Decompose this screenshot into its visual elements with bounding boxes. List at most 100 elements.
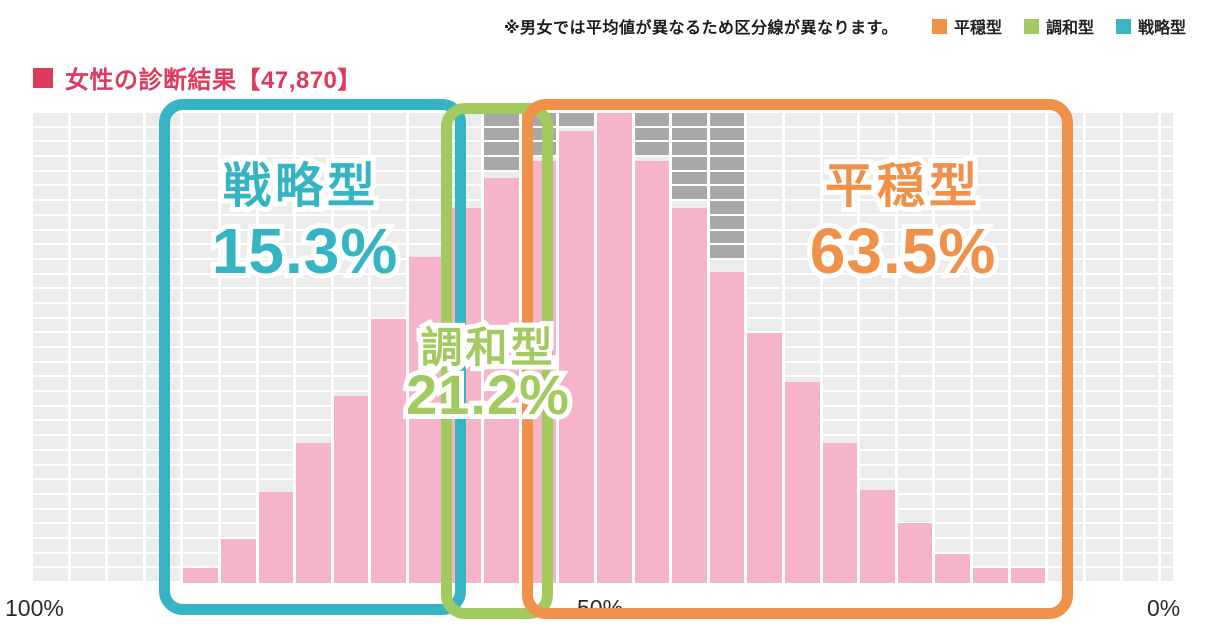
grid-cell — [70, 127, 106, 141]
grid-cell — [822, 421, 858, 435]
grid-cell — [145, 113, 181, 126]
grid-cell — [1161, 171, 1173, 185]
grid-cell — [108, 539, 143, 552]
grid-cell — [409, 113, 444, 126]
grid-cell — [1161, 524, 1173, 537]
grid-cell — [145, 421, 181, 435]
grid-cell — [973, 450, 1008, 464]
grid-cell — [1161, 377, 1173, 391]
grid-cell — [1010, 259, 1046, 273]
grid-cell — [145, 494, 181, 508]
overflow-cell — [672, 142, 707, 156]
grid-cell — [1123, 348, 1158, 361]
grid-cell — [183, 362, 218, 376]
grid-cell — [108, 333, 143, 347]
grid-cell — [183, 333, 218, 347]
grid-cell — [897, 436, 933, 449]
grid-cell — [1048, 157, 1083, 170]
grid-cell — [70, 259, 106, 273]
grid-cell — [935, 289, 970, 302]
grid-cell — [1048, 289, 1083, 302]
grid-cell — [33, 568, 68, 582]
grid-cell — [973, 289, 1008, 302]
grid-cell — [1048, 421, 1083, 435]
grid-cell — [371, 289, 406, 302]
grid-cell — [935, 436, 970, 449]
grid-cell — [221, 348, 256, 361]
grid-cell — [145, 142, 181, 156]
grid-cell — [897, 480, 933, 493]
grid-cell — [935, 494, 970, 508]
grid-cell — [70, 186, 106, 200]
grid-cell — [1085, 171, 1121, 185]
grid-cell — [33, 362, 68, 376]
grid-cell — [935, 450, 970, 464]
histogram-bar — [371, 318, 406, 583]
legend-label: 平穏型 — [953, 20, 1002, 37]
grid-cell — [897, 127, 933, 141]
grid-cell — [1085, 274, 1121, 288]
grid-cell — [258, 348, 294, 361]
grid-cell — [333, 362, 369, 376]
grid-cell — [1161, 436, 1173, 449]
grid-cell — [145, 348, 181, 361]
histogram-bar — [597, 113, 632, 583]
grid-cell — [108, 289, 143, 302]
grid-cell — [1123, 186, 1158, 200]
grid-cell — [258, 436, 294, 449]
grid-cell — [1048, 524, 1083, 537]
grid-cell — [1123, 436, 1158, 449]
grid-cell — [409, 186, 444, 200]
grid-cell — [860, 289, 895, 302]
grid-cell — [1085, 230, 1121, 244]
grid-cell — [897, 333, 933, 347]
grid-cell — [1010, 333, 1046, 347]
overflow-cell — [672, 127, 707, 141]
grid-column — [1010, 113, 1046, 583]
grid-cell — [33, 230, 68, 244]
grid-cell — [108, 568, 143, 582]
grid-cell — [70, 377, 106, 391]
grid-cell — [221, 289, 256, 302]
grid-cell — [258, 406, 294, 420]
grid-cell — [145, 215, 181, 229]
grid-cell — [145, 450, 181, 464]
grid-cell — [1161, 348, 1173, 361]
grid-cell — [221, 494, 256, 508]
grid-cell — [258, 392, 294, 405]
grid-column — [183, 113, 218, 583]
grid-cell — [296, 318, 331, 332]
grid-cell — [145, 230, 181, 244]
grid-cell — [1123, 318, 1158, 332]
grid-cell — [371, 113, 406, 126]
grid-cell — [1085, 377, 1121, 391]
overflow-cell — [709, 230, 745, 244]
grid-cell — [70, 406, 106, 420]
grid-cell — [1048, 509, 1083, 523]
grid-cell — [1123, 127, 1158, 141]
grid-cell — [1048, 553, 1083, 567]
grid-cell — [822, 377, 858, 391]
grid-cell — [822, 348, 858, 361]
grid-cell — [70, 436, 106, 449]
grid-cell — [145, 465, 181, 479]
grid-cell — [1085, 436, 1121, 449]
legend-item-calm: 平穏型 — [931, 14, 1002, 38]
grid-cell — [1085, 509, 1121, 523]
grid-cell — [183, 406, 218, 420]
grid-cell — [860, 113, 895, 126]
grid-cell — [785, 333, 820, 347]
note-row: ※男女では平均値が異なるため区分線が異なります。 平穏型 調和型 戦略型 — [504, 14, 1186, 38]
grid-cell — [409, 171, 444, 185]
grid-cell — [1123, 539, 1158, 552]
grid-cell — [1085, 539, 1121, 552]
grid-cell — [1085, 245, 1121, 258]
grid-cell — [33, 127, 68, 141]
grid-cell — [1123, 215, 1158, 229]
grid-cell — [973, 348, 1008, 361]
grid-cell — [108, 465, 143, 479]
grid-cell — [183, 171, 218, 185]
strategic-swatch-icon — [1115, 18, 1131, 34]
grid-cell — [1085, 127, 1121, 141]
grid-cell — [1123, 274, 1158, 288]
